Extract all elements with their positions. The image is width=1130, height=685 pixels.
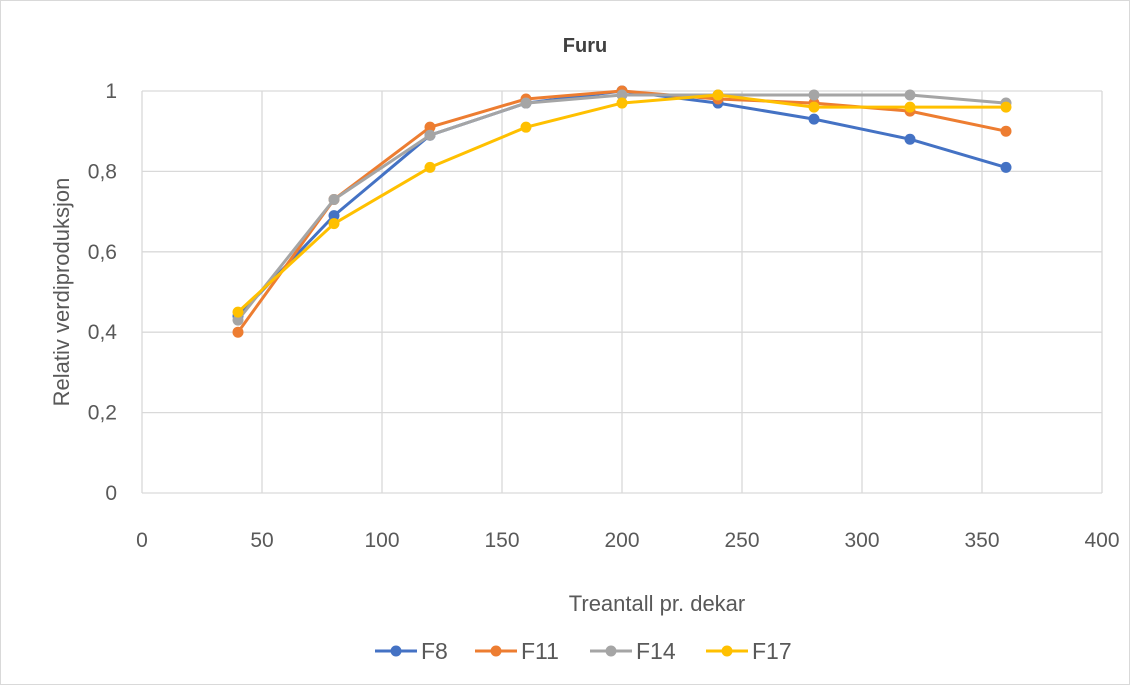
data-point-f17 <box>808 101 820 113</box>
x-tick-label: 100 <box>364 529 399 552</box>
x-tick-label: 250 <box>724 529 759 552</box>
legend-marker <box>390 645 402 657</box>
data-point-f17 <box>520 121 532 133</box>
legend-marker <box>721 645 733 657</box>
x-tick-label: 150 <box>484 529 519 552</box>
x-axis-ticks: 0 50 100 150 200 250 300 350 400 <box>136 529 1119 552</box>
legend-label: F8 <box>421 638 448 664</box>
legend-item-f17: F17 <box>706 638 792 664</box>
x-tick-label: 200 <box>604 529 639 552</box>
legend-label: F14 <box>636 638 676 664</box>
x-tick-label: 400 <box>1084 529 1119 552</box>
legend-label: F17 <box>752 638 792 664</box>
series-f14 <box>232 89 1012 326</box>
data-point-f8 <box>328 210 340 222</box>
legend-marker <box>605 645 617 657</box>
y-tick-label: 1 <box>105 80 117 103</box>
legend-marker <box>490 645 502 657</box>
data-point-f14 <box>904 89 916 101</box>
x-axis-title: Treantall pr. dekar <box>569 591 746 616</box>
data-point-f8 <box>808 113 820 125</box>
gridlines <box>141 90 1103 494</box>
data-point-f11 <box>232 326 244 338</box>
data-point-f14 <box>616 89 628 101</box>
y-tick-label: 0,4 <box>88 321 118 344</box>
data-point-f8 <box>904 133 916 145</box>
data-point-f17 <box>904 101 916 113</box>
data-point-f14 <box>232 314 244 326</box>
data-point-f14 <box>808 89 820 101</box>
legend-label: F11 <box>521 638 559 664</box>
data-point-f17 <box>1000 101 1012 113</box>
data-point-f17 <box>232 306 244 318</box>
legend: F8 F11 F14 F17 <box>375 638 792 664</box>
y-tick-label: 0,8 <box>88 160 117 183</box>
data-point-f14 <box>424 129 436 141</box>
x-tick-label: 0 <box>136 529 148 552</box>
series-layer <box>232 85 1012 338</box>
data-point-f8 <box>1000 161 1012 173</box>
legend-item-f11: F11 <box>475 638 559 664</box>
data-point-f11 <box>1000 125 1012 137</box>
data-point-f11 <box>424 121 436 133</box>
y-axis-title: Relativ verdiproduksjon <box>49 178 74 407</box>
data-point-f17 <box>616 97 628 109</box>
x-tick-label: 350 <box>964 529 999 552</box>
y-tick-label: 0,6 <box>88 241 117 264</box>
legend-item-f14: F14 <box>590 638 676 664</box>
chart-title: Furu <box>563 35 607 57</box>
y-axis-ticks: 0 0,2 0,4 0,6 0,8 1 <box>88 80 118 505</box>
y-tick-label: 0 <box>105 482 117 505</box>
legend-item-f8: F8 <box>375 638 448 664</box>
data-point-f14 <box>520 97 532 109</box>
series-f17 <box>232 89 1012 318</box>
x-tick-label: 300 <box>844 529 879 552</box>
data-point-f17 <box>712 89 724 101</box>
data-point-f17 <box>328 218 340 230</box>
x-tick-label: 50 <box>250 529 273 552</box>
data-point-f14 <box>328 194 340 206</box>
data-point-f17 <box>424 161 436 173</box>
y-tick-label: 0,2 <box>88 402 117 425</box>
